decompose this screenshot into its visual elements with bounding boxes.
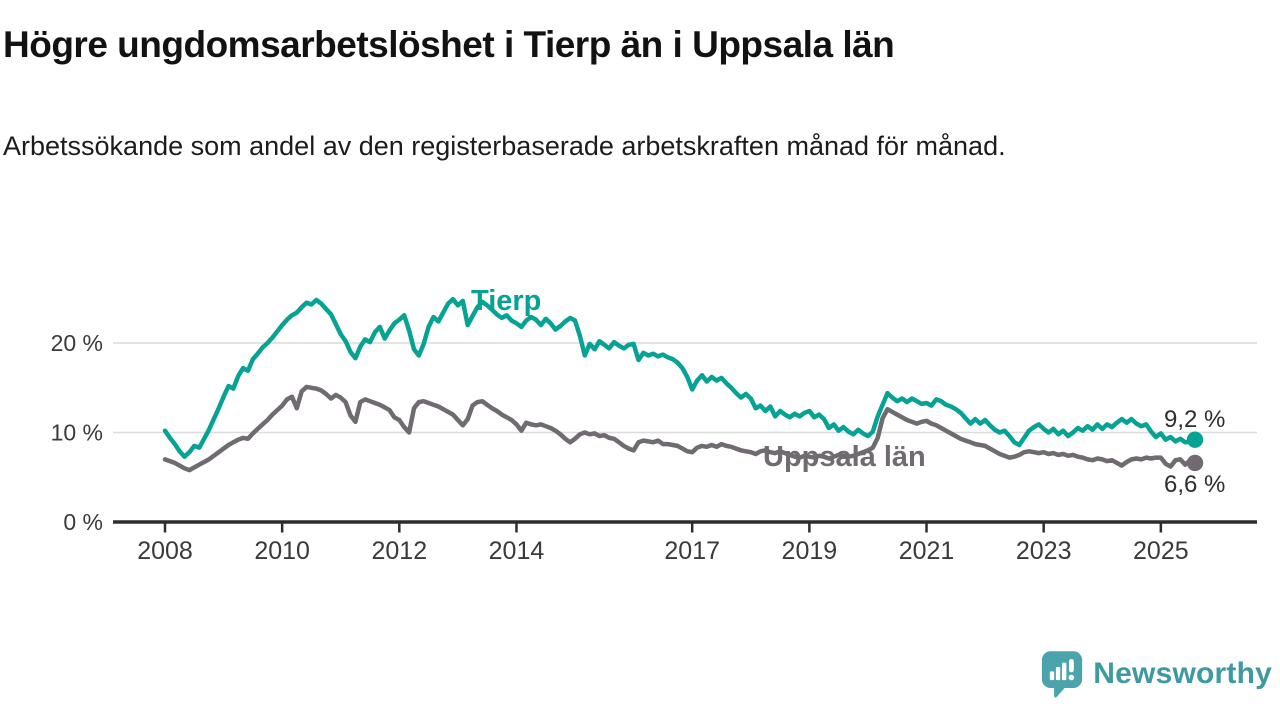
y-tick-label: 20 % (51, 330, 103, 356)
x-tick-label-2014: 2014 (489, 537, 545, 565)
end-value-label-tierp: 9,2 % (1164, 406, 1226, 433)
newsworthy-brand-name: Newsworthy (1093, 657, 1272, 690)
newsworthy-logo-icon (1041, 650, 1083, 698)
series-label-uppsala: Uppsala län (763, 441, 926, 473)
x-tick-label-2023: 2023 (1016, 537, 1072, 565)
x-tick-label-2017: 2017 (664, 537, 720, 565)
end-dot-uppsala-län (1186, 454, 1204, 472)
y-tick-label: 0 % (63, 509, 103, 535)
y-tick-label: 10 % (51, 420, 103, 446)
x-tick-label-2008: 2008 (137, 537, 193, 565)
x-tick-label-2019: 2019 (782, 537, 838, 565)
chart-title: Högre ungdomsarbetslöshet i Tierp än i U… (3, 24, 895, 65)
line-series-uppsala-län (162, 384, 1198, 473)
series-label-tierp: Tierp (471, 285, 542, 317)
x-tick-label-2012: 2012 (372, 537, 428, 565)
chart-subtitle: Arbetssökande som andel av den registerb… (3, 131, 1006, 161)
end-value-label-uppsala: 6,6 % (1164, 471, 1226, 498)
x-tick-label-2010: 2010 (254, 537, 310, 565)
line-series-tierp (162, 296, 1198, 459)
x-tick-label-2021: 2021 (899, 537, 955, 565)
end-dot-tierp (1186, 431, 1204, 448)
x-tick-label-2025: 2025 (1133, 537, 1189, 565)
newsworthy-brand: Newsworthy (1041, 650, 1272, 698)
